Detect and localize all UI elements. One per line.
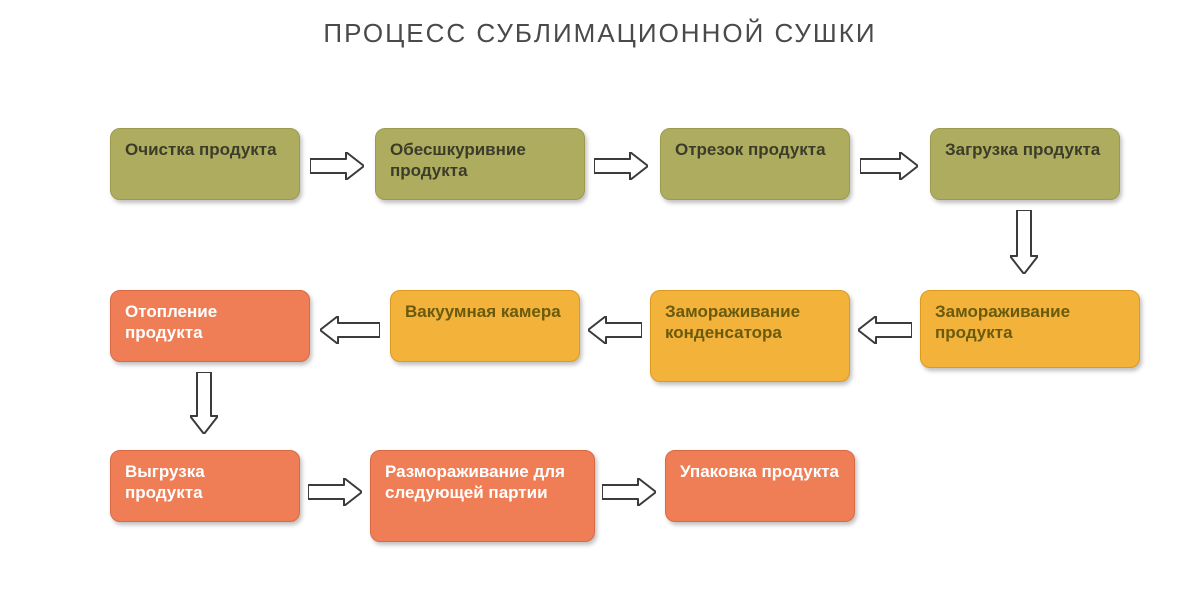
flowchart-arrow: [602, 478, 656, 506]
flowchart-node: Выгрузка продукта: [110, 450, 300, 522]
flowchart-node: Размораживание для следующей партии: [370, 450, 595, 542]
flowchart-arrow: [860, 152, 918, 180]
flowchart-arrow: [594, 152, 648, 180]
flowchart-node: Упаковка продукта: [665, 450, 855, 522]
flowchart-arrow: [310, 152, 364, 180]
flowchart-arrow: [320, 316, 380, 344]
flowchart-node: Вакуумная камера: [390, 290, 580, 362]
flowchart-node: Обесшкуривние продукта: [375, 128, 585, 200]
flowchart-arrow: [308, 478, 362, 506]
flowchart-node: Очистка продукта: [110, 128, 300, 200]
flowchart-node: Загрузка продукта: [930, 128, 1120, 200]
flowchart-node: Замораживание конденсатора: [650, 290, 850, 382]
flowchart-node: Замораживание продукта: [920, 290, 1140, 368]
flowchart-arrow: [588, 316, 642, 344]
flowchart-arrow: [190, 372, 218, 434]
flowchart-arrow: [1010, 210, 1038, 274]
flowchart-node: Отрезок продукта: [660, 128, 850, 200]
flowchart-node: Отопление продукта: [110, 290, 310, 362]
flowchart-stage: Очистка продукта Обесшкуривние продукта От…: [0, 0, 1200, 600]
flowchart-arrow: [858, 316, 912, 344]
